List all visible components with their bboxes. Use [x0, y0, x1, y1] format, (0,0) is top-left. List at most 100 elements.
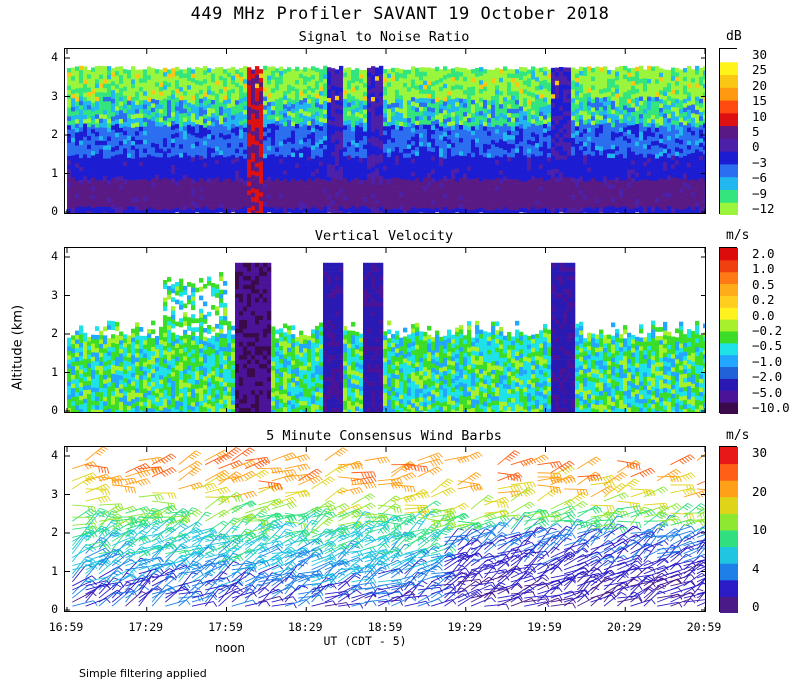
- snr-cell: [555, 160, 560, 165]
- snr-cell: [487, 184, 492, 189]
- snr-cell: [99, 127, 104, 133]
- snr-cell: [375, 177, 380, 183]
- snr-cell: [247, 150, 252, 156]
- snr-cell: [263, 83, 268, 89]
- snr-cell: [75, 158, 80, 164]
- snr-cell: [535, 169, 540, 175]
- snr-cell: [175, 124, 180, 129]
- snr-cell: [527, 153, 532, 158]
- snr-cell: [107, 198, 112, 203]
- snr-cell: [183, 117, 188, 123]
- snr-cell: [99, 180, 104, 185]
- snr-cell: [483, 183, 488, 189]
- snr-cell: [67, 173, 72, 179]
- snr-cell: [451, 147, 456, 153]
- snr-cell: [511, 73, 516, 79]
- snr-cell: [295, 203, 300, 208]
- snr-cell: [315, 89, 320, 95]
- snr-cell: [515, 144, 520, 149]
- snr-cell: [363, 201, 368, 207]
- snr-cell: [195, 137, 200, 143]
- snr-cell: [587, 198, 592, 203]
- snr-cell: [391, 85, 396, 91]
- snr-cell: [387, 170, 392, 176]
- snr-cell: [291, 196, 296, 202]
- snr-cell: [423, 208, 428, 213]
- snr-cell: [663, 210, 668, 213]
- snr-cell: [75, 150, 80, 155]
- snr-cell: [83, 149, 88, 155]
- snr-cell: [371, 184, 376, 190]
- snr-cell: [107, 180, 112, 186]
- snr-cell: [415, 103, 420, 108]
- snr-cell: [267, 198, 272, 204]
- snr-cell: [611, 87, 616, 93]
- snr-cell: [307, 81, 312, 87]
- snr-cell: [623, 74, 628, 80]
- snr-cell: [567, 71, 572, 77]
- snr-cell: [87, 105, 92, 110]
- snr-cell: [267, 159, 272, 164]
- snr-cell: [619, 136, 624, 142]
- snr-cell: [71, 177, 76, 183]
- snr-cell: [591, 177, 596, 183]
- snr-cell: [435, 185, 440, 191]
- snr-cell: [223, 174, 228, 180]
- snr-cell: [115, 101, 120, 107]
- snr-cell: [483, 205, 488, 211]
- snr-cell: [615, 141, 620, 147]
- snr-cell: [343, 85, 348, 91]
- snr-cell: [503, 207, 508, 212]
- snr-cell: [287, 142, 292, 147]
- snr-cell: [315, 102, 320, 108]
- snr-cell: [211, 192, 216, 198]
- snr-cell: [215, 181, 220, 187]
- snr-cell: [283, 205, 288, 211]
- snr-cell: [419, 102, 424, 108]
- snr-cell: [303, 133, 308, 138]
- snr-cell: [179, 113, 184, 119]
- snr-cell: [567, 76, 572, 82]
- snr-cell: [443, 92, 448, 98]
- snr-cell: [315, 146, 320, 152]
- snr-cell: [287, 76, 292, 81]
- snr-cell: [259, 121, 264, 127]
- snr-cell: [339, 197, 344, 203]
- snr-cell: [627, 116, 632, 122]
- snr-cell: [455, 203, 460, 209]
- snr-cell: [75, 189, 80, 195]
- snr-cell: [95, 180, 100, 186]
- snr-cell: [327, 164, 332, 169]
- snr-cell: [231, 190, 236, 195]
- snr-cell: [215, 142, 220, 147]
- snr-cell: [435, 141, 440, 147]
- snr-cell: [111, 200, 116, 205]
- snr-cell: [243, 162, 248, 168]
- snr-cell: [115, 75, 120, 81]
- snr-cell: [239, 208, 244, 213]
- snr-cell: [155, 104, 160, 110]
- snr-cell: [107, 105, 112, 111]
- snr-cell: [331, 72, 336, 78]
- snr-cell: [287, 159, 292, 165]
- snr-cell: [351, 131, 356, 137]
- snr-cell: [151, 142, 156, 148]
- snr-cell: [467, 179, 472, 185]
- snr-cell: [459, 155, 464, 161]
- snr-cell: [487, 153, 492, 159]
- snr-cell: [103, 70, 108, 76]
- snr-cell: [555, 168, 560, 174]
- snr-cell: [619, 79, 624, 84]
- snr-cell: [247, 98, 252, 103]
- snr-cell: [527, 139, 532, 145]
- snr-cell: [459, 195, 464, 201]
- snr-cell: [91, 195, 96, 200]
- snr-cell: [87, 157, 92, 163]
- snr-cell: [279, 132, 284, 138]
- snr-cell: [295, 181, 300, 186]
- snr-cell: [383, 183, 388, 189]
- snr-cell: [387, 157, 392, 162]
- snr-cell: [655, 96, 660, 102]
- snr-cell: [451, 204, 456, 210]
- snr-cell: [259, 73, 264, 79]
